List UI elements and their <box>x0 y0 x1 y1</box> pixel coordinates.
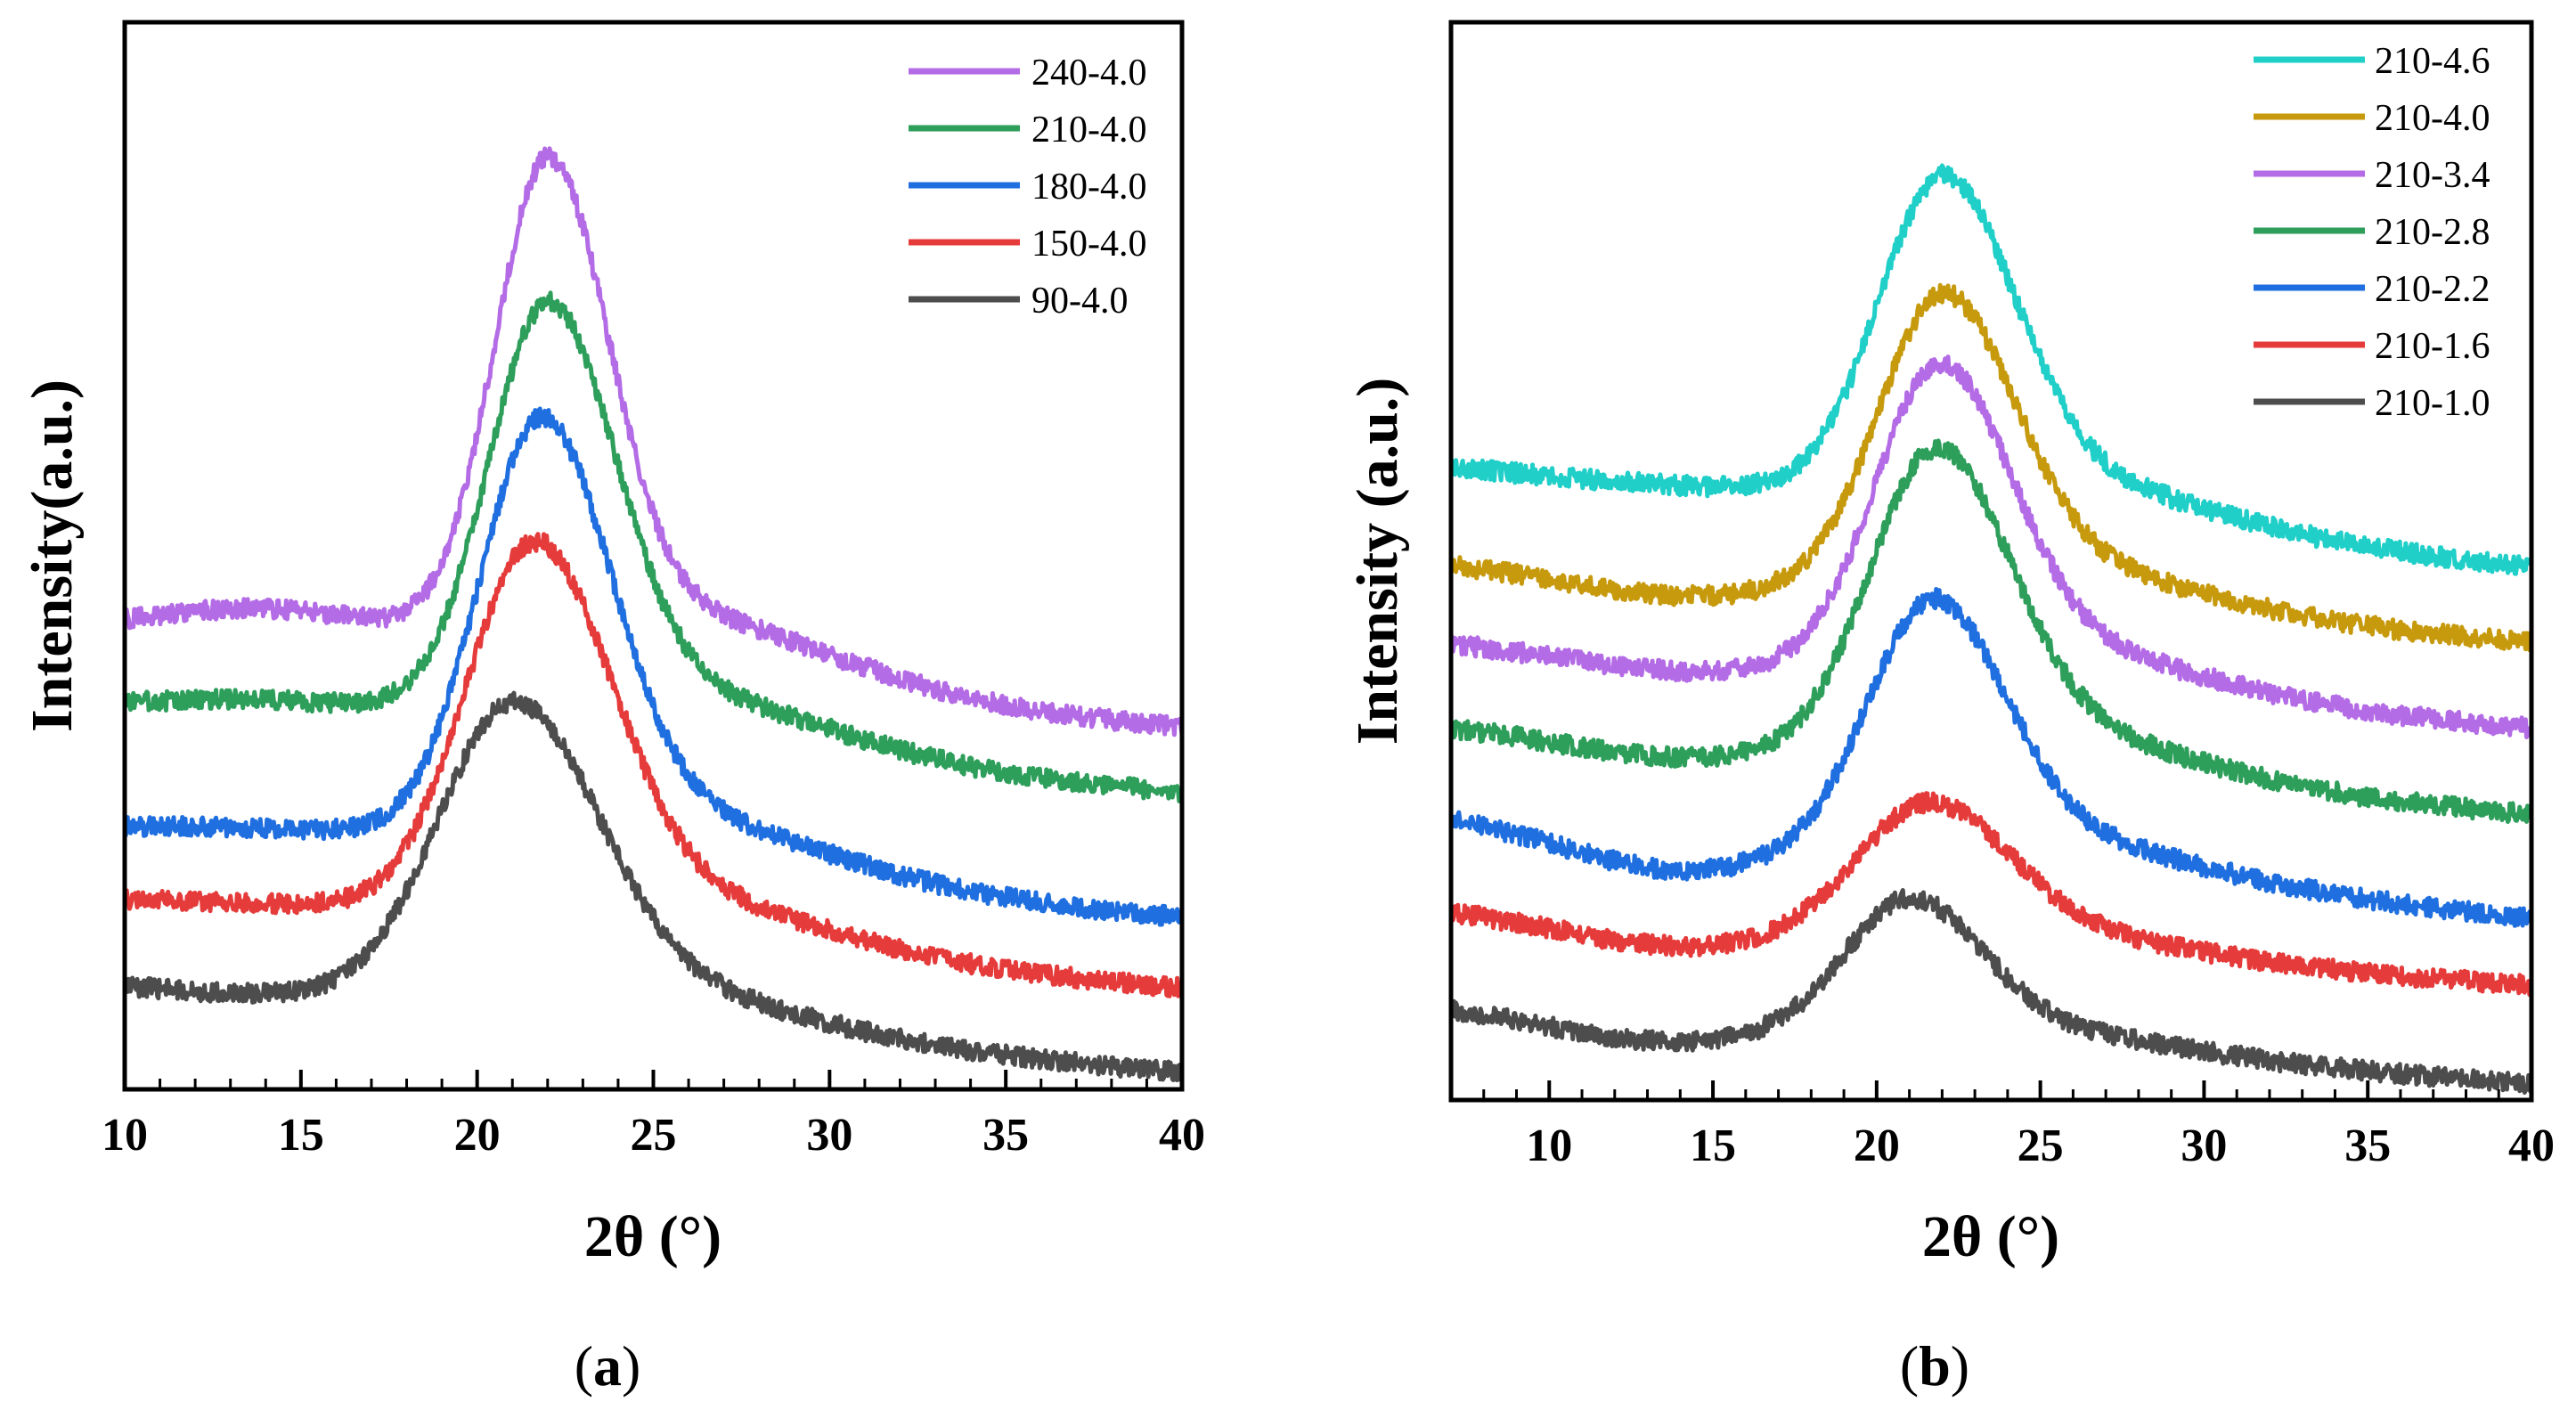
panel-a: 10 15 20 25 30 35 40 240-4.0 210-4.0 180-4.0 150-… <box>20 20 1205 1398</box>
panel-a-series-group <box>122 146 1185 1083</box>
panel-a-plot-frame <box>122 20 1185 1092</box>
legend-label-240-4.0: 240-4.0 <box>1031 53 1147 94</box>
legend-label-210-1.6: 210-1.6 <box>2375 326 2490 367</box>
panel-a-label-open: ( <box>575 1334 593 1398</box>
panel-a-x-ticks: 10 15 20 25 30 35 40 <box>102 1070 1205 1161</box>
series-line-150-4.0 <box>122 532 1185 998</box>
panel-a-label: (a) <box>575 1334 641 1398</box>
panel-b-label-letter: b <box>1919 1334 1951 1398</box>
series-line-210-4.0 <box>122 290 1185 803</box>
panel-b-plot-frame <box>1448 20 2534 1103</box>
x-tick-label: 25 <box>2018 1121 2064 1171</box>
x-tick-label: 25 <box>631 1110 677 1161</box>
x-tick-label: 40 <box>2508 1121 2555 1171</box>
x-tick-label: 30 <box>806 1110 852 1161</box>
legend-label-210-1.0: 210-1.0 <box>2375 383 2490 424</box>
series-line-210-1.6 <box>1449 791 2533 998</box>
series-line-180-4.0 <box>122 406 1185 927</box>
x-tick-label: 15 <box>278 1110 324 1161</box>
x-tick-label: 20 <box>1854 1121 1900 1171</box>
panel-a-label-close: ) <box>622 1334 640 1398</box>
panel-b-label: (b) <box>1900 1334 1969 1398</box>
legend-label-210-3.4: 210-3.4 <box>2375 155 2490 196</box>
panel-b-label-open: ( <box>1900 1334 1919 1398</box>
legend-label-210-4.0: 210-4.0 <box>1031 110 1147 151</box>
x-tick-label: 20 <box>454 1110 501 1161</box>
legend-label-210-2.8: 210-2.8 <box>2375 212 2490 253</box>
legend-label-210-4.6: 210-4.6 <box>2375 41 2490 82</box>
panel-a-y-axis-title: Intensity(a.u.) <box>20 379 85 732</box>
legend-label-150-4.0: 150-4.0 <box>1031 224 1147 265</box>
series-line-90-4.0 <box>122 690 1185 1083</box>
x-tick-label: 30 <box>2181 1121 2227 1171</box>
series-line-210-2.8 <box>1448 438 2533 824</box>
panel-b-label-close: ) <box>1951 1334 1969 1398</box>
series-line-210-4.0 <box>1448 282 2534 653</box>
x-tick-label: 10 <box>1526 1121 1572 1171</box>
series-line-210-3.4 <box>1449 354 2534 739</box>
legend-label-210-4.0: 210-4.0 <box>2375 98 2490 139</box>
legend-label-180-4.0: 180-4.0 <box>1031 167 1147 208</box>
x-tick-label: 35 <box>2344 1121 2391 1171</box>
series-line-210-2.2 <box>1448 587 2533 928</box>
panel-b: 10 15 20 25 30 35 40 210-4.6210-4.0210-3.4210-… <box>1345 20 2555 1398</box>
panel-b-series-group <box>1448 163 2534 1095</box>
legend-label-210-2.2: 210-2.2 <box>2375 269 2490 310</box>
panel-b-legend: 210-4.6 210-4.0 210-3.4 210-2.8 210-2.2 210-1… <box>2254 41 2490 424</box>
panel-a-label-letter: a <box>593 1334 622 1398</box>
series-line-240-4.0 <box>122 146 1185 738</box>
panel-a-x-axis-title: 2θ (°) <box>584 1204 721 1269</box>
x-tick-label: 35 <box>982 1110 1029 1161</box>
x-tick-label: 40 <box>1159 1110 1205 1161</box>
panel-a-legend: 240-4.0 210-4.0 180-4.0 150-4.0 90-4.0 <box>909 53 1147 322</box>
panel-b-x-ticks: 10 15 20 25 30 35 40 <box>1449 1080 2555 1171</box>
x-tick-label: 15 <box>1690 1121 1736 1171</box>
series-line-210-4.6 <box>1448 163 2534 576</box>
x-tick-label: 10 <box>102 1110 148 1161</box>
panel-b-y-axis-title: Intensity (a.u.) <box>1345 378 1410 746</box>
legend-label-90-4.0: 90-4.0 <box>1031 281 1129 322</box>
series-line-210-1.0 <box>1448 888 2533 1095</box>
panel-b-x-axis-title: 2θ (°) <box>1922 1204 2059 1269</box>
